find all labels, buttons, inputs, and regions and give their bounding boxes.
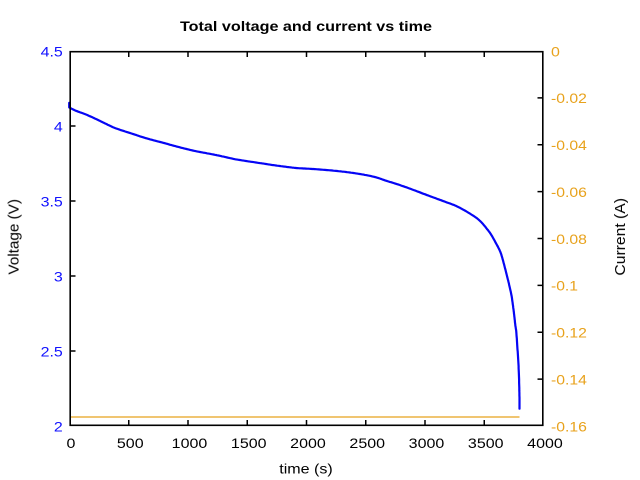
svg-text:0: 0 [67,435,76,451]
svg-text:-0.16: -0.16 [551,418,587,434]
svg-text:-0.14: -0.14 [551,371,587,387]
svg-text:-0.08: -0.08 [551,231,587,247]
svg-text:Voltage (V): Voltage (V) [5,199,22,274]
svg-text:-0.04: -0.04 [551,137,587,153]
svg-text:4.5: 4.5 [41,43,63,59]
svg-text:Current (A): Current (A) [612,198,629,275]
svg-text:1500: 1500 [231,435,267,451]
svg-text:2: 2 [54,418,63,434]
svg-text:2000: 2000 [290,435,326,451]
svg-text:4: 4 [54,118,63,134]
svg-text:-0.06: -0.06 [551,184,587,200]
svg-text:3.5: 3.5 [41,193,63,209]
svg-text:-0.1: -0.1 [551,278,578,294]
svg-text:2500: 2500 [349,435,385,451]
svg-text:3500: 3500 [468,435,504,451]
svg-text:4000: 4000 [527,435,563,451]
svg-text:3000: 3000 [409,435,445,451]
svg-text:1000: 1000 [172,435,208,451]
svg-text:0: 0 [551,43,560,59]
svg-text:-0.02: -0.02 [551,90,587,106]
svg-text:500: 500 [117,435,144,451]
svg-text:2.5: 2.5 [41,343,63,359]
svg-text:time (s): time (s) [279,461,333,477]
svg-text:-0.12: -0.12 [551,325,587,341]
svg-text:3: 3 [54,268,63,284]
svg-text:Total voltage and current vs t: Total voltage and current vs time [180,18,432,34]
